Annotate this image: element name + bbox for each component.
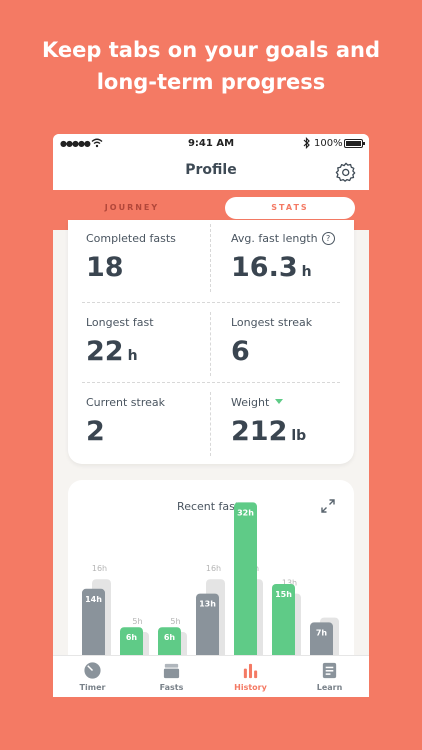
chart-title: Recent fasts (177, 500, 245, 513)
goal-label: 5h (132, 617, 142, 626)
bluetooth-icon (303, 137, 310, 149)
stat-unit: h (127, 348, 138, 364)
recent-fasts-card: Recent fasts 16h5h5h16h16h13h14h6h6h13h3… (68, 480, 354, 670)
tab-fasts[interactable]: Fasts (132, 656, 211, 697)
tab-label: Fasts (159, 683, 184, 692)
wifi-icon (91, 138, 103, 148)
tab-history[interactable]: History (211, 656, 290, 697)
stat-value: 2 (86, 416, 105, 447)
stat-label: Longest streak (231, 316, 313, 329)
stat-value: 16.3 h (231, 252, 312, 283)
tab-label: Timer (79, 683, 106, 692)
expand-icon[interactable] (320, 498, 336, 514)
tab-label: Learn (316, 683, 343, 692)
stat-weight[interactable]: Weight 212 lb (211, 382, 354, 462)
stat-avg-fast-length: Avg. fast length? 16.3 h (211, 220, 354, 300)
stat-unit: h (301, 264, 312, 280)
signal-dots-icon: ●●●●● (60, 139, 91, 148)
divider (210, 392, 211, 456)
fast-bar-label: 32h (237, 508, 254, 517)
stat-value: 6 (231, 336, 250, 367)
goal-label: 16h (206, 564, 221, 573)
fast-bar-label: 15h (275, 590, 292, 599)
status-time: 9:41 AM (187, 138, 235, 149)
fasts-icon (163, 663, 180, 679)
fast-bar-label: 14h (85, 595, 102, 604)
tab-timer[interactable]: Timer (53, 656, 132, 697)
divider (210, 312, 211, 376)
tab-learn[interactable]: Learn (290, 656, 369, 697)
recent-fasts-chart: 16h5h5h16h16h13h14h6h6h13h32h15h7h (82, 502, 339, 662)
goal-label: 13h (282, 579, 297, 588)
headline-line-1: Keep tabs on your goals and (42, 38, 380, 62)
fast-bar-label: 13h (199, 600, 216, 609)
fast-bar[interactable] (234, 502, 257, 662)
stat-value: 18 (86, 252, 124, 283)
fast-bar[interactable] (272, 584, 295, 662)
divider (82, 382, 340, 383)
phone-screen: ●●●●● 9:41 AM 100% Profile JOURNEY STATS… (53, 134, 369, 697)
page-title: Profile (185, 162, 237, 178)
fast-bar[interactable] (310, 622, 333, 662)
navigation-bar: Profile (53, 154, 369, 190)
battery-percent: 100% (314, 138, 343, 149)
goal-label: 16h (92, 564, 107, 573)
divider (82, 302, 340, 303)
help-icon[interactable]: ? (321, 232, 335, 245)
stat-completed-fasts: Completed fasts 18 (68, 220, 211, 300)
history-icon (243, 663, 258, 679)
fast-bar-label: 6h (126, 633, 138, 642)
fast-bar[interactable] (82, 588, 105, 662)
divider (210, 224, 211, 292)
stat-current-streak: Current streak 2 (68, 382, 211, 462)
tab-label: History (234, 683, 267, 692)
fast-bar[interactable] (120, 627, 143, 662)
stat-longest-streak: Longest streak 6 (211, 302, 354, 382)
gear-icon[interactable] (335, 161, 357, 183)
stat-label: Avg. fast length? (231, 232, 335, 245)
fast-bar[interactable] (158, 627, 181, 662)
tab-stats[interactable]: STATS (225, 197, 355, 219)
fast-bar-label: 6h (164, 633, 176, 642)
learn-icon (322, 662, 337, 679)
marketing-headline: Keep tabs on your goals and long-term pr… (0, 34, 422, 98)
stat-label: Weight (231, 396, 284, 409)
fast-bar[interactable] (196, 593, 219, 662)
timer-icon (84, 662, 101, 679)
stat-value: 22 h (86, 336, 138, 367)
stat-label: Completed fasts (86, 232, 176, 245)
stat-label: Longest fast (86, 316, 154, 329)
trend-down-icon (275, 399, 284, 404)
status-bar: ●●●●● 9:41 AM 100% (53, 134, 369, 154)
stat-value: 212 lb (231, 416, 307, 447)
tab-bar: Timer Fasts History Learn (53, 655, 369, 697)
headline-line-2: long-term progress (96, 70, 326, 94)
fast-bar-label: 7h (316, 628, 328, 637)
tab-journey[interactable]: JOURNEY (104, 203, 160, 212)
goal-label: 5h (170, 617, 180, 626)
stats-card: Completed fasts 18 Avg. fast length? 16.… (68, 220, 354, 464)
stat-unit: lb (291, 428, 307, 444)
stat-label: Current streak (86, 396, 166, 409)
battery-icon (344, 139, 365, 148)
stat-longest-fast: Longest fast 22 h (68, 302, 211, 382)
